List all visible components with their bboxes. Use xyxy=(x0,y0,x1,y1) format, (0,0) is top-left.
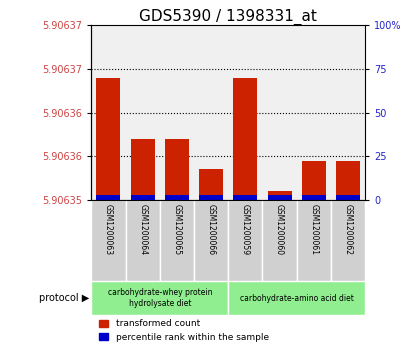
Bar xyxy=(199,170,223,200)
Bar xyxy=(336,161,360,200)
Bar xyxy=(233,78,257,200)
Text: GSM1200062: GSM1200062 xyxy=(344,204,353,255)
Bar xyxy=(91,200,126,281)
Text: GSM1200060: GSM1200060 xyxy=(275,204,284,255)
Bar xyxy=(302,195,326,200)
Text: protocol ▶: protocol ▶ xyxy=(39,293,90,303)
Text: GSM1200061: GSM1200061 xyxy=(309,204,318,255)
Bar xyxy=(194,200,228,281)
Bar xyxy=(331,200,365,281)
Bar xyxy=(302,161,326,200)
Bar xyxy=(131,195,155,200)
Text: carbohydrate-amino acid diet: carbohydrate-amino acid diet xyxy=(240,294,354,303)
Text: GSM1200063: GSM1200063 xyxy=(104,204,113,255)
Text: GSM1200064: GSM1200064 xyxy=(138,204,147,255)
Bar xyxy=(160,200,194,281)
Bar xyxy=(297,200,331,281)
Bar xyxy=(131,139,155,200)
Bar xyxy=(263,200,297,281)
Bar xyxy=(199,195,223,200)
Text: carbohydrate-whey protein
hydrolysate diet: carbohydrate-whey protein hydrolysate di… xyxy=(107,288,212,308)
Bar xyxy=(96,195,120,200)
Bar xyxy=(126,200,160,281)
Bar xyxy=(268,195,292,200)
Title: GDS5390 / 1398331_at: GDS5390 / 1398331_at xyxy=(139,9,317,25)
Bar xyxy=(268,191,292,200)
Text: GSM1200059: GSM1200059 xyxy=(241,204,250,255)
Bar xyxy=(165,195,189,200)
Bar xyxy=(96,78,120,200)
Text: GSM1200065: GSM1200065 xyxy=(172,204,181,255)
Bar xyxy=(233,195,257,200)
Legend: transformed count, percentile rank within the sample: transformed count, percentile rank withi… xyxy=(96,316,272,346)
Bar xyxy=(228,200,262,281)
Bar xyxy=(165,139,189,200)
Bar xyxy=(228,281,365,315)
Text: GSM1200066: GSM1200066 xyxy=(207,204,216,255)
Bar xyxy=(336,195,360,200)
Bar xyxy=(91,281,228,315)
